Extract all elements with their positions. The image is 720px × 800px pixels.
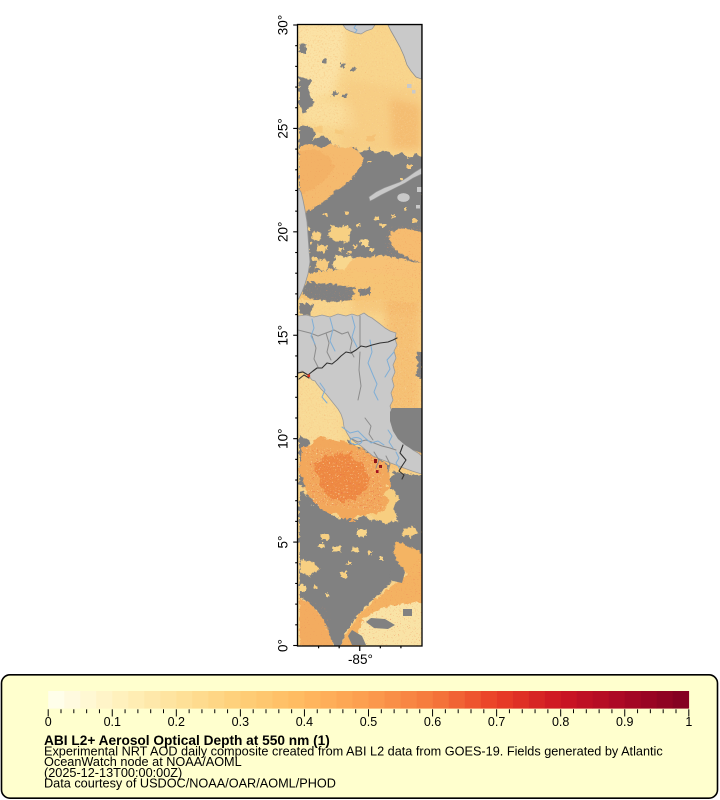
svg-text:0.7: 0.7 bbox=[488, 715, 505, 729]
svg-text:15°: 15° bbox=[275, 325, 290, 345]
svg-text:0: 0 bbox=[45, 715, 52, 729]
svg-text:0.8: 0.8 bbox=[552, 715, 569, 729]
svg-text:0.2: 0.2 bbox=[168, 715, 185, 729]
svg-text:5°: 5° bbox=[275, 536, 290, 549]
svg-text:25°: 25° bbox=[275, 118, 290, 138]
svg-text:0.5: 0.5 bbox=[360, 715, 377, 729]
svg-text:0.4: 0.4 bbox=[296, 715, 313, 729]
svg-text:0.1: 0.1 bbox=[104, 715, 121, 729]
svg-text:-85°: -85° bbox=[348, 652, 373, 667]
svg-text:ABI L2+ Aerosol Optical Depth: ABI L2+ Aerosol Optical Depth at 550 nm … bbox=[44, 733, 330, 748]
svg-text:Experimental NRT AOD daily com: Experimental NRT AOD daily composite cre… bbox=[44, 744, 663, 758]
svg-text:0.3: 0.3 bbox=[232, 715, 249, 729]
svg-text:0.6: 0.6 bbox=[424, 715, 441, 729]
svg-text:0.9: 0.9 bbox=[616, 715, 633, 729]
svg-text:Data courtesy of USDOC/NOAA/OA: Data courtesy of USDOC/NOAA/OAR/AOML/PHO… bbox=[44, 777, 336, 791]
svg-text:30°: 30° bbox=[275, 15, 290, 35]
svg-text:OceanWatch node at NOAA/AOML: OceanWatch node at NOAA/AOML bbox=[44, 755, 242, 769]
svg-text:1: 1 bbox=[685, 715, 692, 729]
svg-text:10°: 10° bbox=[275, 428, 290, 448]
svg-text:0°: 0° bbox=[275, 639, 290, 652]
svg-text:(2025-12-13T00:00:00Z): (2025-12-13T00:00:00Z) bbox=[44, 766, 182, 780]
svg-text:20°: 20° bbox=[275, 222, 290, 242]
